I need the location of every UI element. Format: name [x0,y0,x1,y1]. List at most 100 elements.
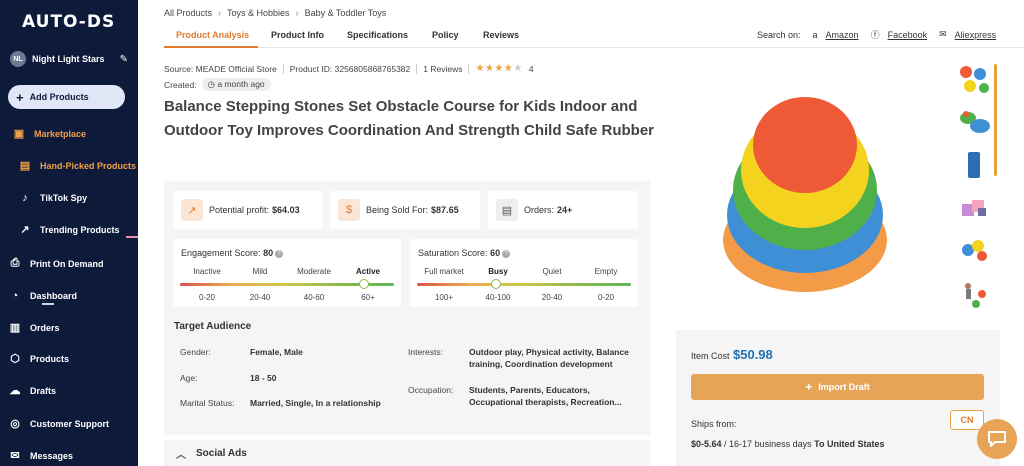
reviews-count[interactable]: 1 Reviews [423,63,463,74]
amazon-icon: a [812,29,818,40]
aliexpress-link[interactable]: Aliexpress [954,29,997,40]
plus-icon: + [805,380,813,394]
item-cost-value: $50.98 [733,347,773,362]
sidebar-item-marketplace[interactable]: ▣ Marketplace [13,128,87,140]
interests-label: Interests: [408,347,443,357]
chevron-right-icon: › [295,8,299,18]
chat-button[interactable] [977,419,1017,459]
amazon-link[interactable]: Amazon [825,29,859,40]
autods-logo[interactable]: AUTO-DS [22,12,116,32]
shipping-price: $0-5.64 [691,439,722,449]
tab-specifications[interactable]: Specifications [347,30,409,40]
tab-reviews[interactable]: Reviews [483,30,520,40]
box-icon: ⬡ [10,353,20,365]
sidebar-item-drafts[interactable]: ☁ Drafts [9,385,57,397]
saturation-gradient-bar [417,283,631,286]
interests-value: Outdoor play, Physical activity, Balance… [469,347,629,369]
headset-icon: ◎ [10,418,20,430]
ships-from-country-selector[interactable]: CN [950,410,984,430]
facebook-link[interactable]: Facebook [887,29,928,40]
chevron-up-icon[interactable]: ︿ [176,449,186,461]
occupation-label: Occupation: [408,385,454,395]
search-on-links: Search on: a Amazon ⓕ Facebook ✉ Aliexpr… [757,28,996,41]
tab-policy[interactable]: Policy [432,30,459,40]
engagement-score-heading: Engagement Score: 80? [181,248,284,258]
product-title: Balance Stepping Stones Set Obstacle Cou… [164,98,654,139]
hand-picked-icon: ▤ [19,160,31,172]
sidebar-item-dashboard[interactable]: ◔ Dashboard [8,290,77,302]
thumbnail[interactable] [956,278,992,312]
created-pill: ◷ a month ago [201,78,271,91]
sidebar-item-tiktok-spy[interactable]: ♪ TikTok Spy [18,192,87,204]
engagement-score-card: Engagement Score: 80? Inactive Mild Mode… [173,239,401,307]
help-icon[interactable]: ? [502,249,511,258]
clipboard-icon: ▥ [9,322,21,334]
thumbnail[interactable] [956,104,992,138]
target-audience-heading: Target Audience [174,321,252,332]
breadcrumb-item[interactable]: All Products [164,8,213,18]
thumbnail[interactable] [956,234,992,268]
chart-icon: ↗ [181,199,203,221]
add-products-button[interactable]: + Add Products [8,85,125,109]
sidebar-item-hand-picked[interactable]: ▤ Hand-Picked Products [19,160,137,172]
saturation-score-heading: Saturation Score: 60? [418,248,511,258]
sold-for-card: $ Being Sold For: $87.65 [330,191,480,229]
divider [468,63,470,74]
gender-label: Gender: [180,347,211,357]
thumbnail-scrollbar[interactable] [994,64,997,176]
active-tab-indicator [164,46,258,48]
help-icon[interactable]: ? [275,249,284,258]
engagement-gradient-bar [180,283,394,286]
thumbnail[interactable] [956,192,992,226]
cloud-upload-icon: ☁ [9,385,21,397]
breadcrumb: All Products › Toys & Hobbies › Baby & T… [164,8,386,18]
star-rating-icon: ★★★★★ [475,63,523,74]
facebook-icon: ⓕ [870,30,880,40]
sidebar-item-print-on-demand[interactable]: ⎙ Print On Demand [8,257,104,270]
created-info: Created: ◷ a month ago [164,78,271,91]
product-meta: Source: MEADE Official Store Product ID:… [164,63,534,74]
source-text: Source: MEADE Official Store [164,63,277,74]
chevron-right-icon: › [218,8,222,18]
pencil-icon[interactable]: ✎ [119,53,128,65]
social-ads-section[interactable]: ︿ Social Ads [164,440,650,466]
shipping-destination: To United States [814,439,885,449]
age-value: 18 - 50 [250,373,277,383]
engagement-indicator-knob [359,279,370,289]
import-draft-button[interactable]: + Import Draft [691,374,984,400]
thumbnail[interactable] [956,148,992,182]
thumbnail[interactable] [956,62,992,96]
store-icon: ▣ [13,128,25,140]
sidebar-item-customer-support[interactable]: ◎ Customer Support [8,417,109,430]
store-selector[interactable]: NL Night Light Stars ✎ [10,51,128,67]
saturation-score-card: Saturation Score: 60? Full market Busy Q… [410,239,638,307]
ships-from-label: Ships from: [691,419,737,429]
tab-bar: Product Analysis Product Info Specificat… [164,24,1024,48]
tab-product-info[interactable]: Product Info [271,30,324,40]
created-label: Created: [164,79,197,90]
profit-card: ↗ Potential profit: $64.03 [173,191,323,229]
sidebar-item-messages[interactable]: ✉ Messages [8,449,73,462]
sidebar-marker [126,236,138,238]
orders-card: ▤ Orders: 24+ [488,191,638,229]
tab-product-analysis[interactable]: Product Analysis [176,30,250,40]
aliexpress-icon: ✉ [939,29,947,39]
sidebar-item-products[interactable]: ⬡ Products [8,352,69,365]
message-icon: ✉ [10,450,20,462]
product-main-image[interactable] [720,90,890,300]
list-icon: ▤ [496,199,518,221]
divider [416,63,418,74]
breadcrumb-item[interactable]: Baby & Toddler Toys [304,8,387,18]
plus-icon: + [16,89,24,105]
saturation-indicator-knob [491,279,502,289]
store-name: Night Light Stars [32,54,105,64]
dollar-icon: $ [338,199,360,221]
sidebar-item-orders[interactable]: ▥ Orders [9,322,60,334]
analysis-panel: ↗ Potential profit: $64.03 $ Being Sold F… [164,181,650,435]
store-avatar: NL [10,51,26,67]
breadcrumb-item[interactable]: Toys & Hobbies [227,8,290,18]
purchase-box: Item Cost $50.98 + Import Draft Ships fr… [676,330,1000,466]
sidebar-item-trending[interactable]: ↗ Trending Products [18,223,119,236]
print-icon: ⎙ [10,257,20,269]
marital-status-label: Marital Status: [180,398,235,408]
